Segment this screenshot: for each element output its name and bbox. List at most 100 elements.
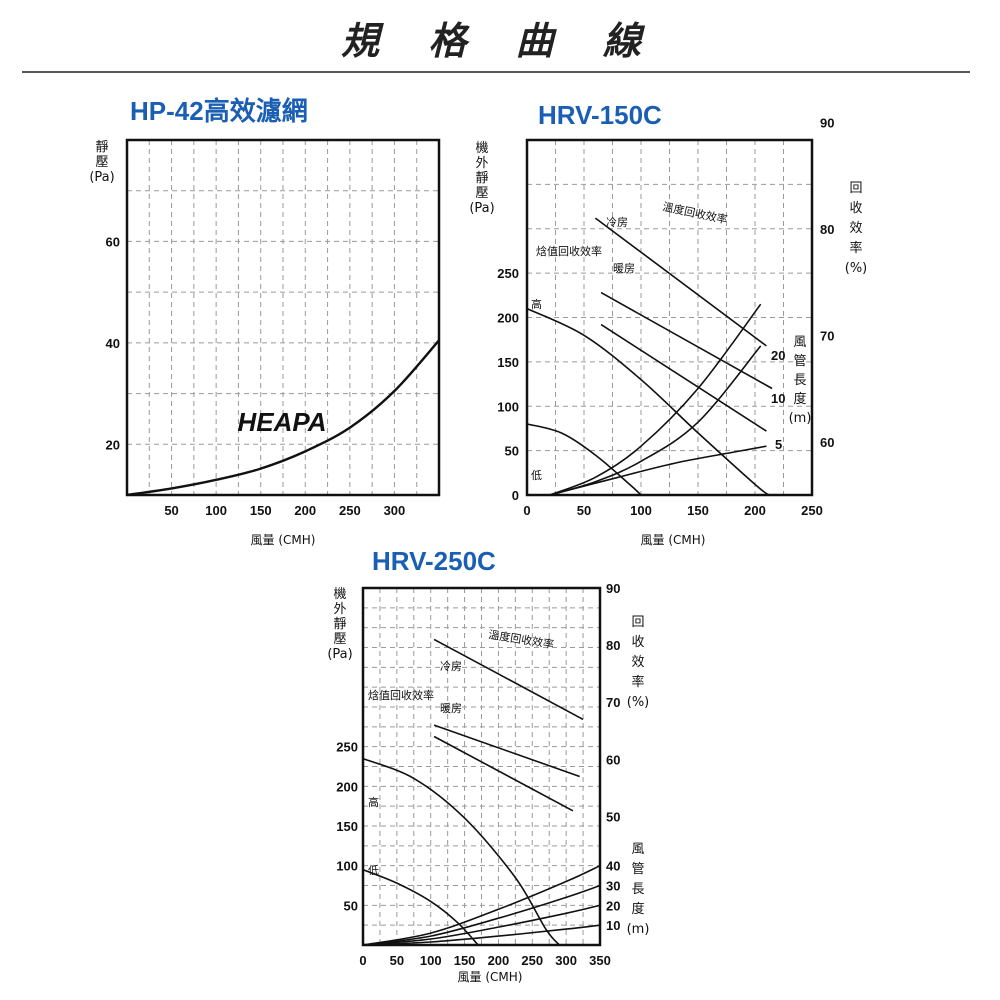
y-tick-label: 50 [505, 444, 519, 459]
label-temp-eff: 溫度回收效率 [661, 199, 728, 226]
y-tick-label: 150 [497, 355, 519, 370]
y-axis-label-4: (Pa) [327, 647, 352, 662]
y3-axis-label-2: 長 [793, 373, 806, 388]
y-tick-label: 40 [106, 336, 120, 351]
y-tick-label: 0 [512, 488, 519, 503]
y-axis-label-4: (Pa) [469, 201, 494, 216]
y2-tick-label: 70 [606, 695, 620, 710]
series-line [433, 724, 580, 778]
y-tick-label: 200 [336, 779, 358, 794]
label-high: 高 [368, 795, 379, 809]
label-enth-eff: 焓值回收效率 [368, 688, 434, 702]
y3-axis-label-0: 風 [793, 335, 806, 350]
y2-tick-label: 80 [820, 222, 834, 237]
series-line [549, 445, 767, 496]
y3-axis-label-4: (m) [789, 411, 812, 426]
label-enth-eff: 焓值回收效率 [536, 244, 602, 258]
x-tick-label: 50 [390, 953, 404, 968]
title-divider [22, 71, 970, 73]
y-axis-label-2: 靜 [333, 617, 346, 632]
x-tick-label: 200 [488, 953, 510, 968]
y-tick-label: 200 [497, 311, 519, 326]
x-tick-label: 150 [687, 503, 709, 518]
series-line [433, 735, 574, 812]
y2-tick-label: 60 [820, 435, 834, 450]
y3-axis-label-3: 度 [631, 901, 644, 917]
y3-tick-label: 20 [606, 898, 620, 913]
y2-axis-label-3: 率 [849, 240, 862, 256]
x-tick-label: 0 [359, 953, 366, 968]
series-line [362, 904, 601, 946]
y2-axis-label-4: (%) [627, 695, 650, 710]
y2-tick-label: 70 [820, 328, 834, 343]
y3-tick-label: 10 [606, 918, 620, 933]
x-axis-label: 風量 (CMH) [641, 533, 706, 547]
x-tick-label: 350 [589, 953, 611, 968]
label-cool: 冷房 [440, 660, 462, 673]
x-tick-label: 300 [555, 953, 577, 968]
x-tick-label: 150 [454, 953, 476, 968]
x-tick-label: 100 [630, 503, 652, 518]
y3-axis-label-0: 風 [631, 842, 644, 857]
y2-axis-label-3: 率 [631, 674, 644, 690]
y-axis-label-3: 壓 [475, 186, 488, 201]
series-line [549, 345, 762, 496]
y-tick-label: 60 [106, 234, 120, 249]
series-line [600, 291, 773, 390]
y2-tick-label: 50 [606, 809, 620, 824]
y-tick-label: 20 [106, 437, 120, 452]
y-tick-label: 250 [497, 266, 519, 281]
label-temp-eff: 溫度回收效率 [488, 627, 555, 651]
y2-tick-label: 90 [606, 581, 620, 596]
duct-label-5: 5 [775, 437, 782, 452]
x-tick-label: 250 [801, 503, 823, 518]
x-tick-label: 50 [577, 503, 591, 518]
series-line [362, 868, 479, 946]
y-axis-label-1: 壓 [95, 155, 108, 170]
page-title: 規 格 曲 線 [341, 19, 659, 63]
x-tick-label: 250 [339, 503, 361, 518]
label-low: 低 [368, 864, 379, 877]
x-tick-label: 100 [420, 953, 442, 968]
duct-label-10: 10 [771, 391, 785, 406]
series-line [549, 303, 762, 496]
series-line [362, 924, 601, 946]
y-axis-label-0: 機 [333, 587, 346, 602]
series-line [362, 884, 601, 946]
y-axis-label-2: (Pa) [89, 170, 114, 185]
label-high: 高 [531, 297, 542, 311]
y3-axis-label-1: 管 [631, 862, 644, 877]
y2-axis-label-1: 收 [631, 635, 644, 650]
y2-axis-label-0: 回 [631, 615, 644, 630]
chart-hrv250c: HRV-250C 0 50 100 150 200 250 300 350 50 100 150 200… [327, 546, 649, 984]
duct-label-20: 20 [771, 348, 785, 363]
y2-axis-label-2: 效 [849, 221, 862, 236]
y-axis-label-1: 外 [333, 602, 346, 617]
plot-frame [125, 138, 441, 497]
y-axis-label-1: 外 [475, 156, 488, 171]
x-tick-label: 150 [250, 503, 272, 518]
x-axis-label: 風量 (CMH) [251, 533, 316, 547]
series-line [594, 217, 767, 347]
y3-tick-label: 30 [606, 879, 620, 894]
chart-hrv150c: HRV-150C 0 50 100 150 200 250 0 50 100 150 200 250 60… [469, 100, 867, 547]
y2-tick-label: 90 [820, 115, 834, 130]
y-tick-label: 250 [336, 740, 358, 755]
y3-axis-label-2: 長 [631, 882, 644, 897]
x-tick-label: 100 [205, 503, 227, 518]
y3-axis-label-1: 管 [793, 354, 806, 369]
chart-hrv150c-title: HRV-150C [538, 100, 662, 130]
y-axis-label-0: 機 [475, 141, 488, 156]
plot-frame [361, 586, 602, 947]
label-low: 低 [531, 469, 542, 482]
y2-axis-label-4: (%) [845, 261, 868, 276]
x-tick-label: 300 [384, 503, 406, 518]
label-heat: 暖房 [613, 262, 635, 275]
y2-tick-label: 80 [606, 638, 620, 653]
y2-axis-label-0: 回 [849, 181, 862, 196]
x-tick-label: 0 [523, 503, 530, 518]
series-line [526, 423, 642, 496]
series-line [526, 307, 770, 496]
y-tick-label: 100 [336, 859, 358, 874]
series-line [433, 638, 584, 721]
